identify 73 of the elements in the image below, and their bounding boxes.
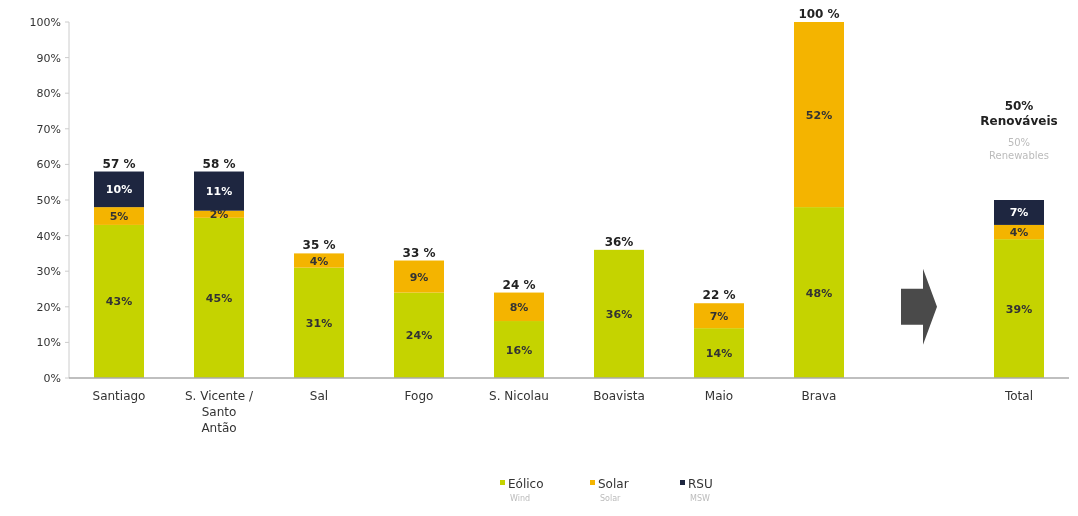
data-label: 43%	[105, 295, 133, 309]
data-label: 4%	[1009, 226, 1029, 240]
total-label: 33 %	[402, 245, 436, 260]
x-tick-label: Total	[1003, 389, 1034, 403]
x-tick-label: Santiago	[92, 389, 146, 403]
bar	[994, 239, 1044, 378]
y-tick-label: 10%	[36, 336, 61, 350]
total-label: 22 %	[702, 288, 736, 303]
bar	[794, 207, 844, 378]
total-label: 57 %	[102, 156, 136, 171]
bar	[94, 224, 144, 378]
x-tick-label: Sal	[309, 389, 329, 403]
bar	[194, 171, 244, 211]
total-label: 100 %	[798, 7, 840, 21]
data-label: 5%	[109, 210, 129, 224]
bar	[294, 253, 344, 268]
bar	[494, 292, 544, 322]
y-tick-label: 70%	[36, 122, 61, 136]
data-label: 36%	[605, 307, 633, 321]
bar	[794, 22, 844, 208]
annotation: 50% Renewables	[989, 137, 1049, 161]
x-tick-label: Fogo	[404, 389, 434, 403]
data-label: 10%	[105, 183, 133, 197]
y-tick-label: 90%	[36, 51, 61, 65]
legend-label: Eólico	[508, 477, 544, 491]
data-label: 4%	[309, 254, 329, 268]
legend-label: Solar	[598, 477, 629, 491]
y-tick-label: 80%	[36, 87, 61, 101]
bar	[194, 217, 244, 378]
data-label: 8%	[509, 300, 529, 314]
y-tick-label: 30%	[36, 265, 61, 279]
data-label: 31%	[305, 316, 333, 330]
y-tick-label: 100%	[29, 16, 61, 29]
bar	[994, 200, 1044, 225]
bar	[394, 260, 444, 293]
data-label: 11%	[205, 185, 233, 199]
data-label: 9%	[409, 270, 429, 284]
total-label: 58 %	[202, 156, 236, 171]
total-label: 24 %	[502, 277, 536, 292]
bar	[594, 249, 644, 378]
bar	[294, 267, 344, 378]
text: Wind	[510, 494, 531, 503]
y-tick-label: 60%	[36, 158, 61, 172]
data-label: 14%	[705, 347, 733, 361]
data-label: 16%	[505, 343, 533, 357]
data-label: 24%	[405, 329, 433, 343]
x-tick-label: S. Nicolau	[489, 389, 549, 403]
total-label: 35 %	[302, 238, 336, 253]
bar	[394, 292, 444, 378]
x-tick-label: Boavista	[593, 389, 645, 403]
text: Solar	[600, 494, 622, 503]
x-tick-label: Brava	[801, 389, 837, 403]
bar	[694, 303, 744, 329]
text: MSW	[690, 494, 710, 503]
total-label: 36%	[604, 234, 634, 249]
data-label: 2%	[209, 208, 229, 222]
x-tick-label: Maio	[704, 389, 734, 403]
bar	[94, 171, 144, 208]
bar	[494, 321, 544, 378]
x-tick-label: S. Vicente / Santo Antão	[184, 389, 254, 435]
y-tick-label: 20%	[36, 300, 61, 314]
data-label: 48%	[805, 286, 833, 300]
data-label: 7%	[1009, 206, 1029, 220]
y-tick-label: 40%	[36, 229, 61, 243]
y-tick-label: 0%	[43, 372, 61, 385]
data-label: 39%	[1005, 302, 1033, 316]
data-label: 7%	[709, 309, 729, 323]
annotation: 50% Renováveis	[980, 99, 1058, 128]
bar	[694, 328, 744, 378]
legend-label: RSU	[688, 477, 713, 491]
data-label: 45%	[205, 291, 233, 305]
data-label: 52%	[805, 108, 833, 122]
y-tick-label: 50%	[36, 194, 61, 207]
